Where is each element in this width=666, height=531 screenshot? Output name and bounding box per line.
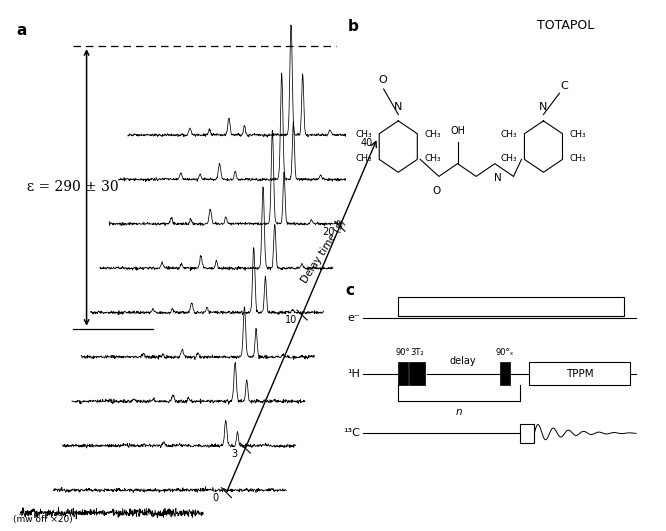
Text: TOTAPOL: TOTAPOL xyxy=(537,19,595,32)
Text: ¹³C: ¹³C xyxy=(343,428,360,438)
Bar xyxy=(529,363,630,385)
Text: delay: delay xyxy=(450,356,476,366)
Text: CH₃: CH₃ xyxy=(424,131,441,139)
Text: 40: 40 xyxy=(360,138,373,148)
Text: O: O xyxy=(378,75,387,85)
Text: CH₃: CH₃ xyxy=(569,154,586,162)
Text: CH₃: CH₃ xyxy=(356,131,372,139)
Text: ε = 290 ± 30: ε = 290 ± 30 xyxy=(27,181,119,194)
Text: ¹H: ¹H xyxy=(347,369,360,379)
Text: b: b xyxy=(348,19,358,34)
Bar xyxy=(410,363,426,385)
Text: TPPM: TPPM xyxy=(565,369,593,379)
Text: n: n xyxy=(456,407,462,417)
Text: 90°ₓ: 90°ₓ xyxy=(496,348,513,357)
Text: a: a xyxy=(17,23,27,38)
Bar xyxy=(500,363,509,385)
Text: N: N xyxy=(494,173,501,183)
Text: 0: 0 xyxy=(212,493,218,503)
Text: 3T₂: 3T₂ xyxy=(410,348,424,357)
Text: N: N xyxy=(394,102,402,113)
Text: N: N xyxy=(539,102,547,113)
Bar xyxy=(398,363,408,385)
Text: e⁻: e⁻ xyxy=(347,313,360,323)
Text: c: c xyxy=(346,283,354,298)
Text: CH₃: CH₃ xyxy=(501,154,517,162)
Text: 90°: 90° xyxy=(396,348,410,357)
Text: CH₃: CH₃ xyxy=(501,131,517,139)
Text: O: O xyxy=(432,186,440,196)
Text: 3: 3 xyxy=(231,449,238,459)
Text: Delay time (s): Delay time (s) xyxy=(300,218,348,285)
Text: CH₃: CH₃ xyxy=(424,154,441,162)
Text: 10: 10 xyxy=(285,315,297,326)
Text: C: C xyxy=(561,81,569,91)
Text: CH₃: CH₃ xyxy=(569,131,586,139)
Text: CH₃: CH₃ xyxy=(356,154,372,162)
Text: (mw off ×20): (mw off ×20) xyxy=(13,515,73,524)
Bar xyxy=(398,297,625,316)
Text: 20: 20 xyxy=(323,227,335,237)
Bar xyxy=(520,424,534,443)
Text: OH: OH xyxy=(450,126,465,136)
